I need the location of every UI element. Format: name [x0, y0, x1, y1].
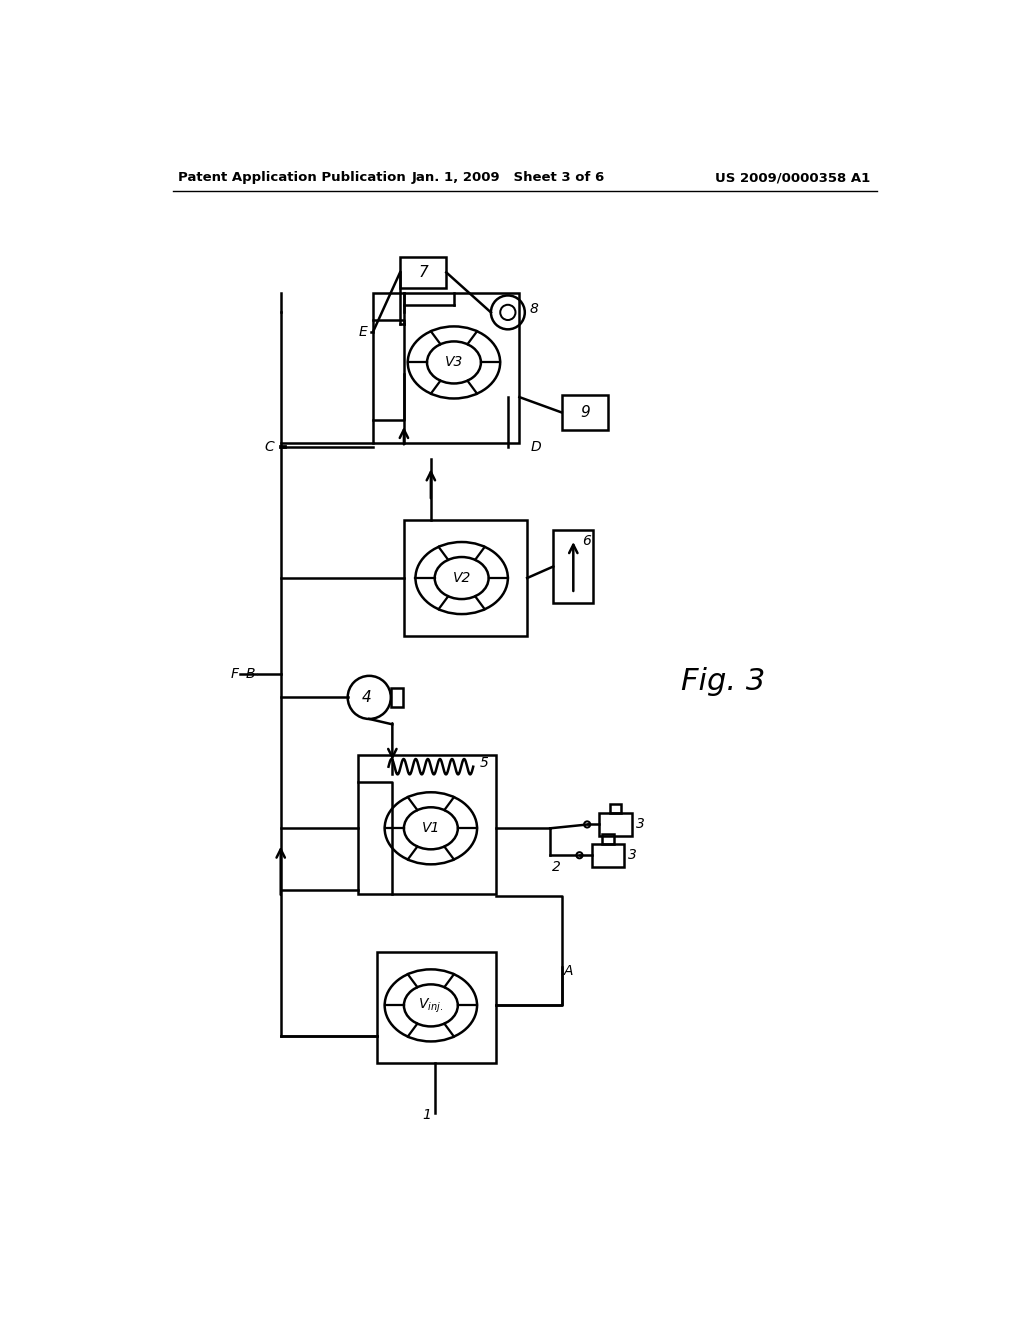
Text: 3: 3: [628, 849, 637, 862]
Bar: [602, 834, 613, 843]
Text: A: A: [564, 964, 573, 978]
Text: 7: 7: [418, 265, 428, 280]
Text: 3: 3: [636, 817, 644, 832]
Bar: [562, 395, 608, 430]
Text: Patent Application Publication: Patent Application Publication: [178, 172, 407, 185]
Text: 2: 2: [552, 859, 560, 874]
Bar: [400, 257, 446, 288]
Text: V1: V1: [422, 821, 440, 836]
Bar: [403, 520, 527, 636]
Text: V3: V3: [444, 355, 463, 370]
Bar: [610, 804, 622, 813]
Text: C: C: [265, 440, 274, 454]
Text: $V_{inj.}$: $V_{inj.}$: [419, 997, 443, 1015]
Text: US 2009/0000358 A1: US 2009/0000358 A1: [715, 172, 869, 185]
Text: Jan. 1, 2009   Sheet 3 of 6: Jan. 1, 2009 Sheet 3 of 6: [412, 172, 604, 185]
Text: F: F: [230, 668, 239, 681]
Text: D: D: [531, 440, 542, 454]
Circle shape: [577, 853, 583, 858]
Bar: [592, 843, 625, 867]
Bar: [599, 813, 632, 836]
Text: B: B: [246, 668, 255, 681]
Text: V2: V2: [453, 572, 471, 585]
Bar: [553, 529, 593, 603]
Bar: [391, 688, 403, 706]
Circle shape: [584, 821, 590, 828]
Text: E: E: [358, 325, 367, 339]
Text: 9: 9: [580, 405, 590, 420]
Text: 8: 8: [529, 301, 539, 315]
Text: 5: 5: [479, 756, 488, 770]
Text: 1: 1: [422, 1107, 431, 1122]
Text: 6: 6: [583, 533, 591, 548]
Text: 4: 4: [362, 690, 372, 705]
Bar: [357, 755, 497, 894]
Text: Fig. 3: Fig. 3: [681, 668, 766, 697]
Bar: [373, 293, 519, 444]
Bar: [377, 952, 497, 1063]
